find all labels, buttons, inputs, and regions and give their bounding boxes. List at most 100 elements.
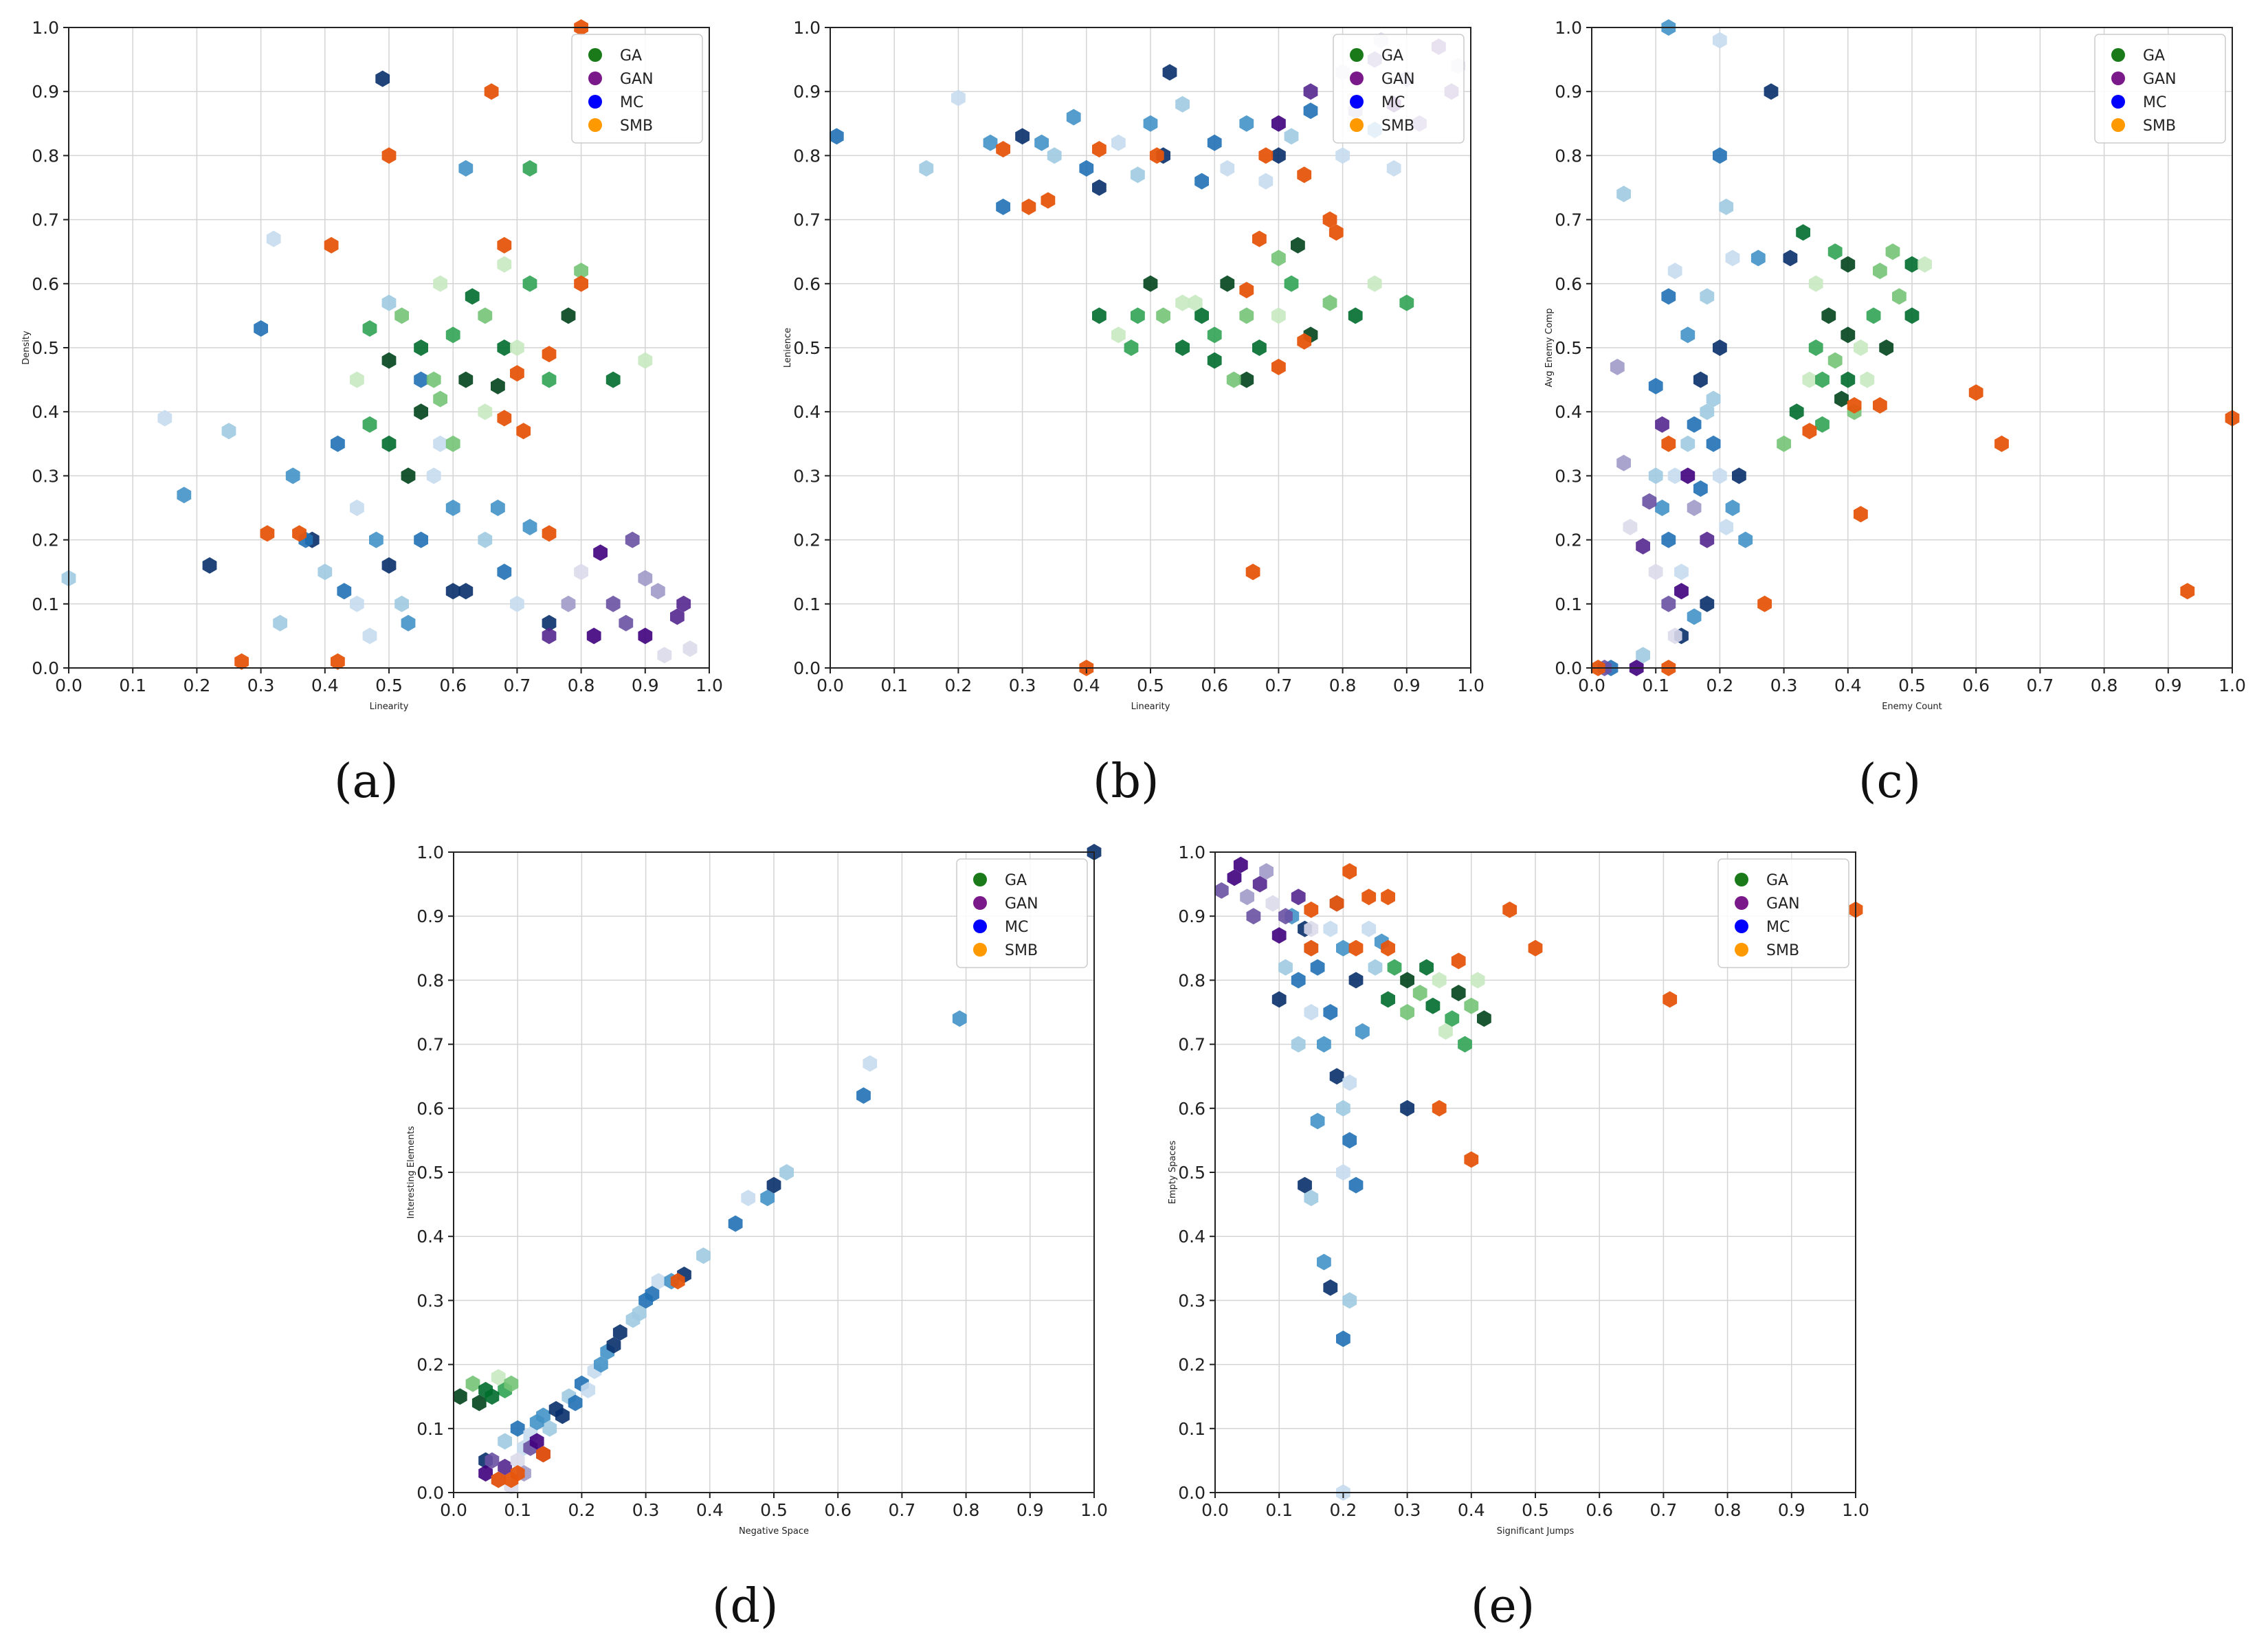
hexbin-mc: [542, 614, 557, 632]
x-tick-label: 0.5: [760, 1500, 788, 1520]
hexbin-mc: [542, 1420, 557, 1437]
hexbin-ga: [574, 263, 588, 280]
hexbin-mc: [1661, 531, 1676, 548]
hexbin-mc: [829, 128, 844, 145]
hexbin-mc: [779, 1164, 794, 1181]
y-tick-label: 0.7: [32, 210, 59, 230]
legend-label-gan: GAN: [1766, 895, 1800, 913]
hexbin-smb: [1432, 1100, 1447, 1117]
hexbin-mc: [1336, 939, 1350, 957]
hexbin-mc: [1239, 115, 1254, 132]
legend-marker-smb: [973, 943, 987, 957]
legend-label-gan: GAN: [620, 71, 654, 88]
chart-b-svg: 0.00.0 0.1 0.1 0.2 0.2 0.3 0.3 0.4 0.4 0.5 0.5 0.6 0…: [783, 18, 1485, 712]
legend-marker-mc: [1735, 919, 1748, 933]
y-tick-label: 0.3: [1178, 1291, 1205, 1310]
hexbin-smb: [234, 653, 249, 670]
hexbin-mc: [1355, 1023, 1370, 1040]
hexbin-ga: [1917, 256, 1932, 273]
hexbin-mc: [1323, 920, 1338, 937]
hexbin-mc: [1713, 339, 1727, 356]
hexbin-mc: [1220, 160, 1235, 177]
hexbin-ga: [1808, 339, 1823, 356]
hexbin-mc: [696, 1247, 711, 1264]
hexbin-ga: [381, 435, 397, 452]
hexbin-mc: [606, 1337, 621, 1354]
y-tick-label: 0.0: [32, 658, 59, 678]
hexbin-gan: [593, 544, 608, 561]
hexbin-mc: [337, 583, 352, 600]
legend-label-smb: SMB: [620, 118, 653, 135]
legend-label-smb: SMB: [1005, 942, 1038, 959]
hexbin-mc: [381, 294, 397, 311]
hexbin-mc: [952, 1010, 967, 1027]
x-tick-label: 0.3: [632, 1500, 660, 1520]
hexbin-ga: [465, 288, 480, 305]
x-tick-label: 0.7: [889, 1500, 916, 1520]
hexbin-gan: [676, 595, 691, 612]
x-tick-label: 0.1: [880, 676, 908, 695]
hexbin-mc: [375, 70, 390, 87]
hexbin-ga: [1464, 997, 1479, 1014]
hexbin-ga: [1854, 339, 1868, 356]
hexbin-mc: [1310, 1113, 1325, 1130]
hexbin-ga: [1879, 339, 1894, 356]
y-tick-label: 0.2: [1178, 1355, 1205, 1375]
hexbin-mc: [1336, 1330, 1350, 1348]
x-tick-label: 0.5: [1137, 676, 1164, 695]
hexbin-gan: [651, 583, 665, 600]
hexbin-gan: [485, 1452, 500, 1469]
hexbin-gan: [638, 570, 653, 587]
hexbin-gan: [625, 531, 640, 548]
hexbin-mc: [273, 614, 287, 632]
y-tick-label: 0.0: [416, 1483, 444, 1503]
hexbin-mc: [919, 160, 934, 177]
legend-marker-ga: [1735, 873, 1748, 886]
hexbin-gan: [1246, 908, 1261, 925]
hexbin-mc: [1732, 467, 1746, 484]
x-tick-label: 0.8: [2091, 676, 2118, 695]
hexbin-mc: [1015, 128, 1030, 145]
hexbin-gan: [1610, 359, 1625, 375]
hexbin-mc: [285, 467, 300, 484]
hexbin-gan: [619, 614, 634, 632]
hexbin-gan: [542, 627, 557, 645]
y-tick-label: 0.3: [32, 466, 59, 486]
hexbin-ga: [362, 320, 377, 337]
hexbin-mc: [760, 1190, 775, 1207]
legend-marker-mc: [588, 95, 602, 109]
hexbin-smb: [1297, 166, 1312, 183]
legend-label-ga: GA: [1766, 872, 1788, 889]
y-tick-label: 0.6: [1555, 274, 1582, 294]
x-tick-label: 0.7: [1265, 676, 1293, 695]
hexbin-ga: [510, 339, 524, 356]
chart-a-svg: 0.00.0 0.1 0.1 0.2 0.2 0.3 0.3 0.4 0.4 0.5 0.5 0.6 0…: [21, 18, 723, 712]
hexbin-smb: [542, 346, 557, 363]
hexbin-mc: [568, 1394, 583, 1411]
hexbin-mc: [996, 199, 1010, 215]
y-tick-label: 0.2: [1555, 531, 1582, 550]
hexbin-mc: [741, 1190, 756, 1207]
hexbin-ga: [1207, 352, 1222, 369]
hexbin-gan: [1278, 908, 1293, 925]
hexbin-gan: [1303, 83, 1318, 100]
hexbin-ga: [1348, 307, 1363, 324]
y-tick-label: 0.5: [793, 338, 821, 358]
hexbin-smb: [1847, 397, 1862, 414]
y-tick-label: 0.9: [32, 82, 59, 102]
hexbin-mc: [177, 487, 192, 504]
legend-marker-smb: [2111, 118, 2125, 132]
chart-panel-c: 0.0 0.0 0.1 0.1 0.2 0.2 0.3 0.3 0.4 0.4 0.5 0.5 0.6 0…: [1523, 0, 2257, 728]
hexbin-mc: [1655, 500, 1669, 516]
legend-label-smb: SMB: [1766, 942, 1799, 959]
hexbin-mc: [1750, 249, 1766, 267]
hexbin-gan: [1655, 416, 1669, 433]
hexbin-mc: [414, 371, 428, 388]
hexbin-mc: [1693, 371, 1708, 388]
hexbin-smb: [670, 1273, 685, 1290]
hexbin-smb: [1464, 1151, 1479, 1168]
hexbin-gan: [1259, 863, 1274, 880]
legend-label-gan: GAN: [1005, 895, 1038, 913]
y-tick-label: 0.4: [1178, 1227, 1205, 1247]
hexbin-ga: [458, 371, 474, 388]
